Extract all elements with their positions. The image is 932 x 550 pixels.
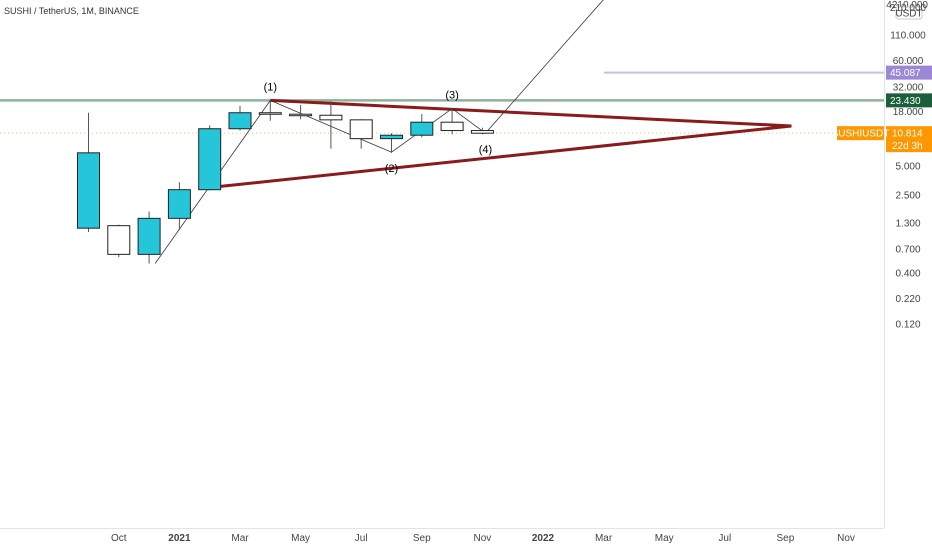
- price-tick-label: 1.300: [895, 218, 920, 229]
- price-tick-label: 110.000: [890, 30, 926, 41]
- candle: [380, 133, 403, 153]
- candle-body: [167, 189, 191, 219]
- time-tick-label: 2022: [532, 533, 555, 544]
- current-price-tag: [886, 126, 932, 153]
- candle: [258, 100, 282, 121]
- time-tick-label: Nov: [837, 533, 855, 544]
- currency-badge[interactable]: [895, 6, 923, 20]
- price-tick-label: 60.000: [893, 56, 924, 67]
- time-tick-label: May: [291, 533, 310, 544]
- candle: [167, 182, 191, 231]
- candle: [137, 211, 161, 264]
- current-price-label: 10.814: [892, 129, 923, 140]
- candle: [198, 125, 222, 191]
- countdown-label: 22d 3h: [892, 141, 923, 152]
- wave-labels: (1)(2)(3)(4)(5): [264, 81, 493, 175]
- wave-label: (1): [264, 81, 277, 93]
- candle-body: [137, 217, 161, 255]
- time-tick-label: Mar: [595, 533, 613, 544]
- price-tick-label: 5.000: [895, 161, 920, 172]
- level-price-tag: [886, 65, 932, 80]
- candle: [319, 101, 343, 149]
- time-tick-label: May: [655, 533, 674, 544]
- chart-title: SUSHI / TetherUS, 1M, BINANCE: [4, 6, 139, 16]
- price-tick-label: 18.000: [893, 107, 924, 118]
- price-tick-label: 0.220: [895, 294, 920, 305]
- time-axis: Oct 2021 Mar May Jul Sep Nov 2022 Mar May Jul Sep No…: [111, 533, 855, 544]
- level-price-tag-label: 23.430: [890, 96, 921, 107]
- wave-label: (2): [385, 163, 398, 175]
- price-tick-label: 0.400: [895, 268, 920, 279]
- level-price-tag: [886, 93, 932, 108]
- candle-body: [410, 121, 434, 136]
- candle-body: [289, 113, 313, 117]
- symbol-tag: [837, 126, 884, 141]
- level-price-tag-label: 45.087: [890, 68, 921, 79]
- price-tick-label: 2.500: [895, 191, 920, 202]
- candle-body: [440, 121, 464, 132]
- time-tick-label: Nov: [474, 533, 492, 544]
- candle-body: [349, 119, 373, 140]
- candles: [77, 100, 494, 264]
- time-tick-label: Jul: [355, 533, 368, 544]
- currency-label: USDT: [895, 9, 922, 20]
- candle: [349, 119, 373, 149]
- time-tick-label: Jul: [718, 533, 731, 544]
- symbol-tag-label: SUSHIUSDT: [832, 129, 890, 140]
- wave-label: (3): [445, 90, 458, 102]
- time-tick-label: Mar: [231, 533, 249, 544]
- time-tick-label: Sep: [777, 533, 795, 544]
- wave-label: (4): [479, 144, 492, 156]
- price-tick-label: 0.120: [895, 319, 920, 330]
- triangle-pattern: [209, 98, 792, 190]
- triangle-upper-line: [270, 98, 792, 128]
- time-tick-label: Oct: [111, 533, 127, 544]
- candle: [470, 127, 494, 135]
- candle: [440, 108, 464, 135]
- price-tick-top: 4210.000: [886, 0, 928, 11]
- time-tick-label: 2021: [168, 533, 191, 544]
- candle-body: [107, 225, 131, 255]
- triangle-lower-line: [209, 124, 792, 190]
- candle: [77, 112, 100, 233]
- price-axis: 2250.0001250.000370.000210.000110.00060.…: [890, 3, 927, 331]
- candle-body: [380, 134, 403, 140]
- candle-body: [258, 112, 282, 115]
- candle-body: [319, 114, 343, 121]
- price-tick-label: 210.000: [890, 3, 927, 14]
- candle-body: [470, 130, 494, 134]
- candle: [228, 106, 252, 131]
- price-tick-label: 0.700: [895, 245, 920, 256]
- candle: [107, 224, 131, 258]
- candle-body: [228, 112, 252, 130]
- price-tick-label: 32.000: [893, 83, 924, 94]
- candle: [289, 105, 313, 120]
- candle-body: [77, 152, 100, 229]
- candle: [410, 113, 434, 138]
- candle-body: [198, 128, 222, 191]
- time-tick-label: Sep: [413, 533, 431, 544]
